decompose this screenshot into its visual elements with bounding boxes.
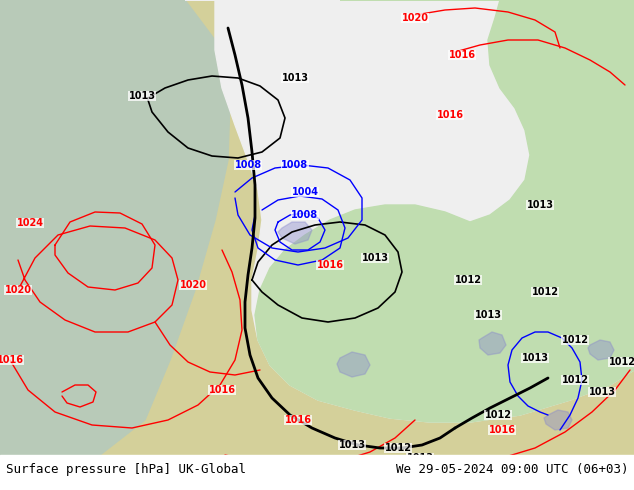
- Text: 1012: 1012: [562, 375, 588, 385]
- Text: 1016: 1016: [285, 415, 311, 425]
- Text: 1016: 1016: [436, 110, 463, 120]
- Polygon shape: [479, 332, 506, 355]
- Text: 1013: 1013: [588, 387, 616, 397]
- Polygon shape: [0, 0, 230, 465]
- Text: 1012: 1012: [609, 357, 634, 367]
- Polygon shape: [544, 410, 572, 430]
- Text: 1008: 1008: [235, 160, 262, 170]
- Text: 1013: 1013: [406, 453, 434, 463]
- Bar: [0, 455, 634, 490]
- Text: 1004: 1004: [292, 187, 318, 197]
- Text: 1013: 1013: [474, 310, 501, 320]
- Text: 1016: 1016: [209, 385, 235, 395]
- Polygon shape: [278, 222, 312, 244]
- Text: 1013: 1013: [281, 73, 309, 83]
- Text: Surface pressure [hPa] UK-Global: Surface pressure [hPa] UK-Global: [6, 463, 246, 476]
- Text: 1012: 1012: [484, 410, 512, 420]
- Text: 1012: 1012: [455, 275, 481, 285]
- Text: 1016: 1016: [316, 260, 344, 270]
- Polygon shape: [588, 340, 614, 360]
- Text: 1012: 1012: [562, 335, 588, 345]
- Text: 1016: 1016: [489, 425, 515, 435]
- Text: 1013: 1013: [522, 353, 548, 363]
- Text: 1008: 1008: [281, 160, 309, 170]
- Text: 1013: 1013: [339, 440, 365, 450]
- Text: 1008: 1008: [292, 210, 318, 220]
- Text: 1013: 1013: [361, 253, 389, 263]
- Text: 1024: 1024: [16, 218, 44, 228]
- Text: 1013: 1013: [129, 91, 155, 101]
- Polygon shape: [337, 352, 370, 377]
- Text: 1012: 1012: [531, 287, 559, 297]
- Text: 1020: 1020: [179, 280, 207, 290]
- Text: 1020: 1020: [4, 285, 32, 295]
- Text: 1020: 1020: [401, 13, 429, 23]
- Text: 1016: 1016: [448, 50, 476, 60]
- Polygon shape: [255, 0, 634, 422]
- Text: We 29-05-2024 09:00 UTC (06+03): We 29-05-2024 09:00 UTC (06+03): [396, 463, 628, 476]
- Polygon shape: [185, 0, 634, 422]
- Text: 1016: 1016: [0, 355, 23, 365]
- Text: 1012: 1012: [384, 443, 411, 453]
- Text: 1013: 1013: [526, 200, 553, 210]
